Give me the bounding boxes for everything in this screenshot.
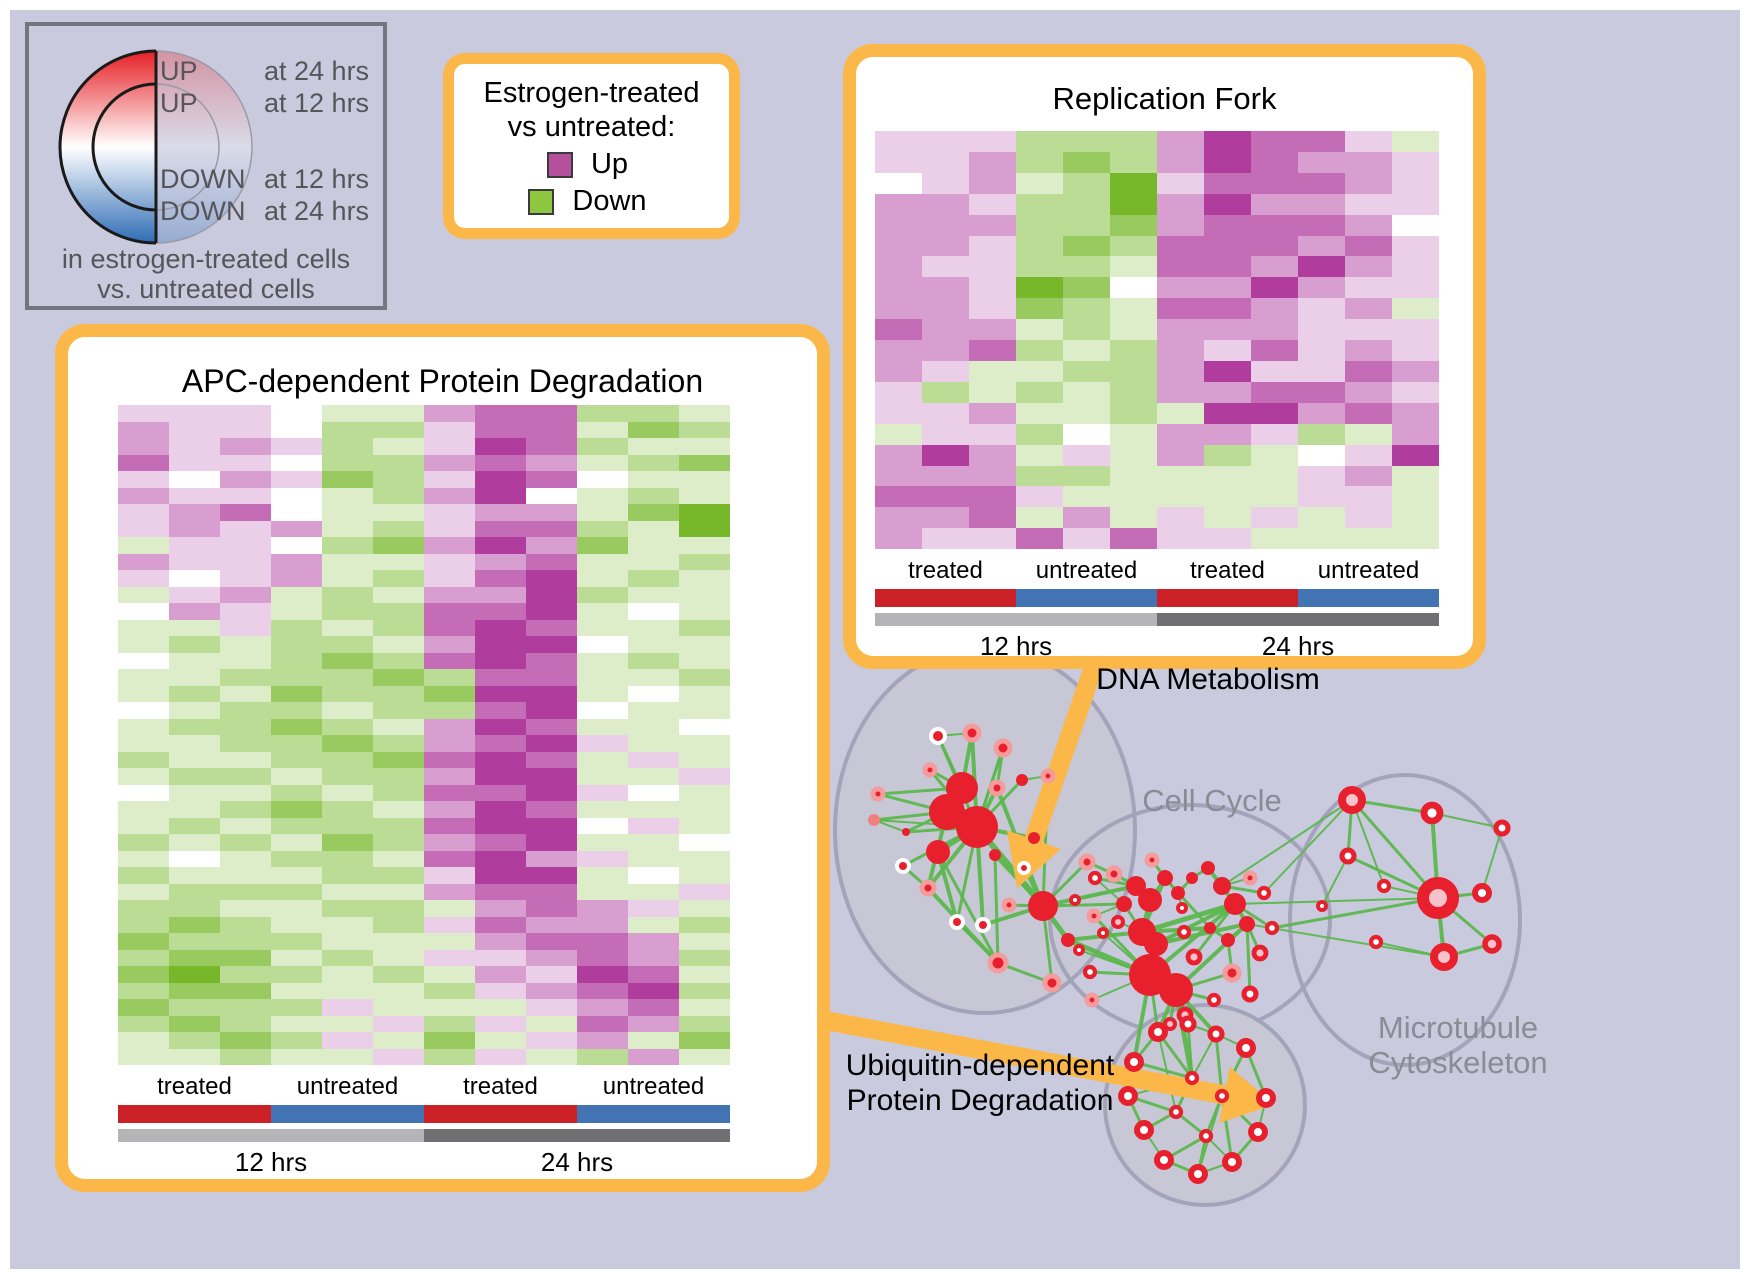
- legend-row-up-24: UP at 24 hrs: [160, 56, 370, 86]
- updown-legend-title-line1: Estrogen-treated: [483, 77, 700, 109]
- legend-item-down: Down: [528, 185, 647, 218]
- apc-title: APC-dependent Protein Degradation: [181, 363, 704, 399]
- apc-panel: APC-dependent Protein Degradation treate…: [55, 324, 830, 1192]
- updown-color-legend: Estrogen-treated vs untreated: Up Down: [443, 53, 740, 239]
- legend-footer-line1: in estrogen-treated cells: [61, 244, 351, 274]
- updown-legend-title-line2: vs untreated:: [507, 111, 676, 143]
- apc-heatmap: [118, 405, 730, 1065]
- cluster-label-dna-metabolism: DNA Metabolism: [1096, 663, 1320, 696]
- legend-row-down-24: DOWN at 24 hrs: [160, 196, 370, 226]
- legend-footer-line2: vs. untreated cells: [97, 274, 315, 304]
- time-circle-legend: UP at 24 hrs UP at 12 hrs DOWN at 12 hrs DO…: [25, 22, 387, 310]
- replication-fork-panel: Replication Fork treated untreated treated…: [843, 44, 1486, 669]
- cluster-label-microtubule-cytoskeleton: Microtubule Cytoskeleton: [1368, 1010, 1548, 1080]
- cluster-label-ubiquitin-degradation: Ubiquitin-dependent Protein Degradation: [845, 1049, 1115, 1117]
- legend-item-up: Up: [546, 148, 628, 181]
- apc-axis: treated untreated treated untreated 12 hrs 24…: [118, 1073, 730, 1183]
- concentric-circle-glyph: [58, 49, 253, 245]
- legend-row-down-12: DOWN at 12 hrs: [160, 164, 370, 194]
- replication-fork-title: Replication Fork: [1052, 81, 1277, 116]
- replication-fork-heatmap: [875, 131, 1439, 550]
- legend-row-up-12: UP at 12 hrs: [160, 88, 370, 118]
- network-nodes[interactable]: [868, 723, 1511, 1184]
- replication-fork-axis: treated untreated treated untreated 12 hrs 24…: [875, 557, 1439, 661]
- up-color-swatch: [546, 151, 573, 178]
- cluster-label-cell-cycle: Cell Cycle: [1142, 783, 1282, 818]
- down-color-swatch: [528, 188, 555, 215]
